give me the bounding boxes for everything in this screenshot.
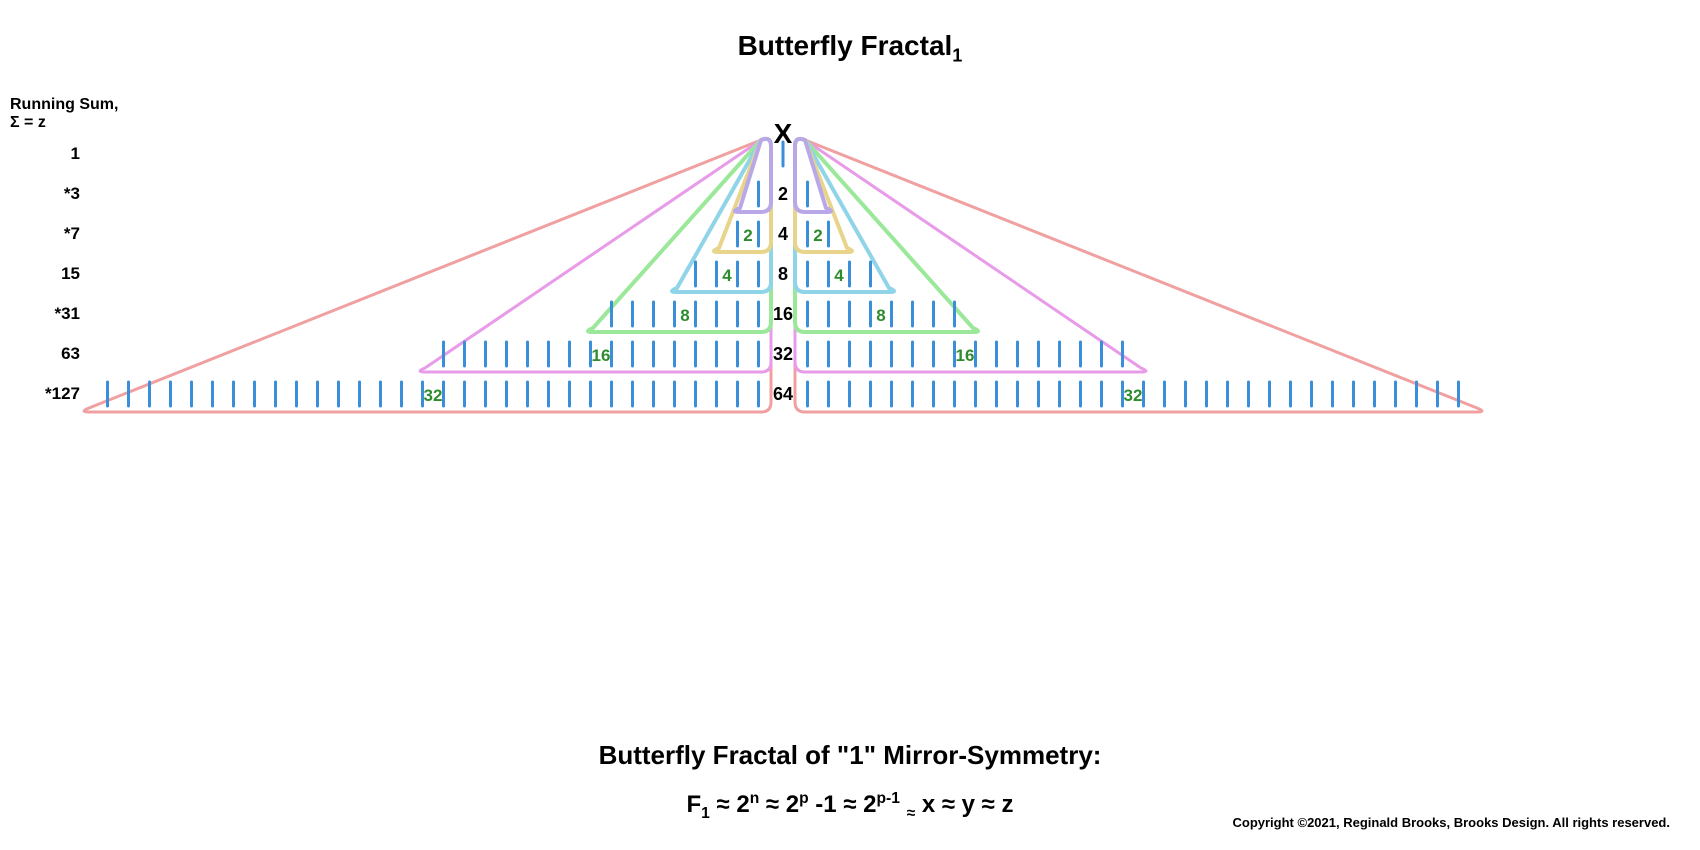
title-subscript: 1 (952, 46, 962, 66)
page-title: Butterfly Fractal1 (0, 30, 1700, 67)
axis-x-label: X (774, 118, 793, 150)
running-sum-line1: Running Sum, (10, 96, 118, 114)
row-sum-label: *7 (20, 224, 80, 244)
wing-count-label: 8 (876, 306, 885, 326)
wing-count-label: 32 (1124, 386, 1143, 406)
butterfly-diagram (0, 0, 1700, 850)
wing-count-label: 32 (424, 386, 443, 406)
title-text: Butterfly Fractal (738, 30, 953, 61)
wing-count-label: 4 (834, 266, 843, 286)
wing-count-label: 16 (956, 346, 975, 366)
center-value: 8 (778, 264, 788, 285)
wing-count-label: 2 (743, 226, 752, 246)
running-sum-line2: Σ = z (10, 114, 118, 132)
wing-count-label: 8 (680, 306, 689, 326)
center-value: 64 (773, 384, 793, 405)
row-sum-label: 63 (20, 344, 80, 364)
subtitle-line1: Butterfly Fractal of "1" Mirror-Symmetry… (0, 740, 1700, 771)
center-value: 16 (773, 304, 793, 325)
row-sum-label: 1 (20, 144, 80, 164)
copyright: Copyright ©2021, Reginald Brooks, Brooks… (1233, 815, 1671, 830)
row-sum-label: *31 (20, 304, 80, 324)
running-sum-header: Running Sum, Σ = z (10, 96, 118, 132)
center-value: 4 (778, 224, 788, 245)
center-value: 32 (773, 344, 793, 365)
row-sum-label: *3 (20, 184, 80, 204)
wing-count-label: 16 (592, 346, 611, 366)
row-sum-label: 15 (20, 264, 80, 284)
wing-count-label: 4 (722, 266, 731, 286)
center-value: 2 (778, 184, 788, 205)
wing-count-label: 2 (813, 226, 822, 246)
row-sum-label: *127 (20, 384, 80, 404)
